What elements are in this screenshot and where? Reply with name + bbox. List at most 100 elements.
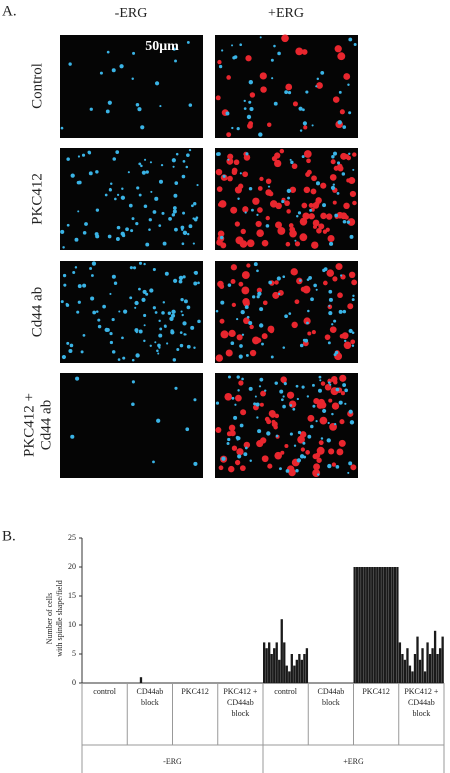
nucleus [252, 295, 256, 299]
nucleus [95, 208, 100, 212]
nucleus [327, 381, 331, 384]
nucleus [134, 328, 139, 333]
cell [288, 400, 297, 408]
nucleus [241, 377, 244, 381]
cell [279, 148, 285, 154]
cell [294, 241, 301, 247]
nucleus [322, 203, 327, 208]
nucleus [70, 434, 75, 439]
cell [242, 206, 249, 213]
nucleus [156, 349, 159, 352]
cell [259, 72, 267, 80]
nucleus [266, 431, 271, 436]
nucleus [284, 90, 289, 95]
nucleus [274, 381, 278, 385]
cell [215, 168, 223, 176]
cell [350, 464, 357, 471]
nucleus [87, 150, 91, 154]
nucleus [237, 197, 240, 200]
cell [231, 445, 238, 451]
nucleus [236, 375, 240, 379]
nucleus [310, 424, 314, 429]
bar [263, 642, 266, 683]
nucleus [230, 341, 235, 346]
bar [139, 677, 143, 683]
nucleus [340, 274, 343, 277]
cell [216, 186, 223, 192]
cell [267, 463, 273, 469]
cell [299, 233, 308, 242]
cell [245, 55, 252, 62]
nucleus [66, 223, 70, 227]
nucleus [251, 208, 254, 212]
nucleus [320, 70, 325, 75]
nucleus [243, 107, 247, 110]
nucleus [276, 276, 281, 281]
nucleus [168, 216, 172, 221]
nucleus [335, 464, 340, 469]
nucleus [154, 341, 157, 344]
nucleus [313, 283, 317, 288]
nucleus [183, 299, 188, 304]
nucleus [154, 311, 158, 314]
y-tick-label: 10 [68, 620, 76, 629]
nucleus [188, 103, 193, 107]
bar [268, 642, 271, 683]
nucleus [129, 296, 133, 300]
cell [292, 101, 298, 107]
x-tick-label: block [231, 709, 249, 718]
nucleus [60, 126, 64, 130]
x-tick-label: block [412, 709, 430, 718]
cell [330, 159, 336, 165]
nucleus [152, 267, 156, 272]
nucleus [145, 242, 150, 247]
cell [351, 279, 358, 286]
nucleus [188, 148, 192, 152]
nucleus [170, 330, 175, 335]
nucleus [104, 327, 109, 333]
nucleus [195, 216, 199, 220]
nucleus [190, 325, 195, 330]
cell [289, 229, 297, 238]
cell [261, 455, 269, 463]
cell [303, 186, 311, 194]
micrograph [60, 373, 203, 478]
cell [339, 374, 347, 382]
nucleus [138, 329, 143, 334]
nucleus [348, 111, 352, 115]
nucleus [118, 310, 121, 313]
nucleus [333, 319, 337, 323]
nucleus [317, 473, 320, 476]
nucleus [181, 313, 184, 317]
cell [307, 414, 315, 422]
cell [262, 300, 268, 306]
cell [298, 439, 303, 444]
nucleus [275, 434, 279, 438]
nucleus [143, 313, 147, 318]
bar [366, 567, 369, 683]
nucleus [253, 402, 257, 406]
nucleus [149, 344, 152, 347]
nucleus [158, 179, 164, 184]
nucleus [128, 203, 133, 208]
nucleus [248, 386, 253, 391]
cell [311, 329, 316, 335]
nucleus [289, 158, 292, 161]
nucleus [328, 289, 333, 294]
nucleus [332, 151, 338, 156]
nucleus [141, 170, 146, 175]
cell [348, 177, 356, 185]
nucleus [81, 153, 86, 157]
nucleus [283, 382, 287, 386]
x-tick-label: PKC412 [181, 687, 209, 696]
cell [307, 331, 312, 336]
cell [344, 154, 350, 160]
nucleus [121, 336, 124, 340]
cell [306, 158, 311, 164]
nucleus [330, 185, 336, 190]
cell [295, 47, 304, 56]
nucleus [351, 331, 355, 335]
nucleus [184, 333, 187, 336]
nucleus [68, 62, 72, 66]
column-header: -ERG [115, 6, 148, 21]
